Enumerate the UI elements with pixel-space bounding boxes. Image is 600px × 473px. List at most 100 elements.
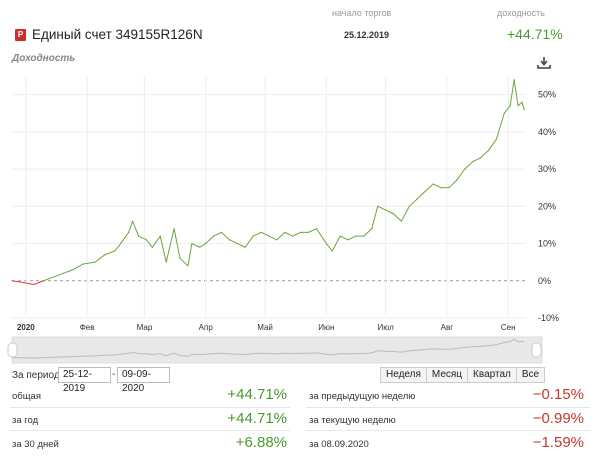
section-title: Доходность	[12, 53, 76, 64]
stat-30days-value: +6.88%	[235, 434, 287, 451]
data-point	[165, 261, 167, 263]
data-point	[236, 242, 238, 245]
stat-prev-week-label: за предыдущую неделю	[309, 391, 416, 402]
data-point	[72, 269, 74, 271]
data-point	[213, 235, 215, 237]
data-point	[260, 231, 262, 233]
series-segment	[23, 282, 34, 285]
data-point	[315, 228, 318, 230]
y-tick-label: 50%	[538, 90, 556, 100]
stat-prev-week-value: −0.15%	[532, 386, 584, 403]
y-tick-label: 0%	[538, 276, 551, 286]
series-segment	[138, 235, 147, 241]
range-button-group: Неделя Месяц Квартал Все	[380, 367, 546, 383]
data-point	[179, 257, 181, 260]
data-point	[448, 187, 450, 189]
series-segment	[316, 228, 327, 244]
data-point	[509, 105, 511, 107]
data-point	[479, 157, 482, 159]
series-segment	[292, 231, 301, 237]
series-segment	[371, 206, 379, 229]
data-point	[408, 205, 410, 207]
series-segment	[495, 113, 505, 140]
data-point	[307, 231, 310, 233]
data-point	[145, 239, 148, 241]
date-from-input[interactable]: 25-12-2019	[58, 367, 111, 394]
series-segment	[191, 243, 201, 248]
x-tick-label: Мар	[137, 323, 153, 332]
series-segment	[416, 191, 426, 200]
series-segment	[385, 209, 394, 215]
series-segment	[456, 168, 466, 181]
stat-30days-label: за 30 дней	[12, 439, 59, 450]
data-point	[392, 213, 395, 215]
stats-divider	[306, 407, 590, 408]
total-yield: +44.71%	[507, 26, 563, 42]
series-segment	[187, 243, 193, 266]
range-week-button[interactable]: Неделя	[380, 367, 427, 383]
data-point	[128, 231, 130, 233]
stats-divider	[10, 430, 290, 431]
series-segment	[464, 161, 473, 170]
data-point	[371, 228, 373, 230]
data-point	[11, 280, 13, 282]
navigator-track	[11, 336, 543, 364]
start-date-column-label: начало торгов	[332, 8, 392, 18]
data-point	[205, 242, 207, 245]
data-point	[228, 239, 231, 241]
data-point	[300, 231, 302, 233]
data-point	[82, 263, 84, 265]
data-point	[432, 183, 434, 185]
data-point	[191, 242, 193, 245]
series-segment	[503, 105, 511, 114]
series-segment	[94, 254, 106, 263]
date-separator: -	[112, 369, 116, 380]
series-segment	[73, 263, 84, 271]
series-segment	[424, 183, 434, 192]
stat-total-value: +44.71%	[227, 386, 287, 403]
data-point	[517, 105, 519, 107]
y-tick-label: 30%	[538, 164, 556, 174]
data-point	[220, 231, 223, 233]
data-point	[400, 220, 403, 222]
navigator-handle-right[interactable]	[531, 342, 542, 358]
series-segment	[179, 258, 189, 267]
data-point	[523, 108, 525, 111]
data-point	[199, 246, 201, 248]
series-segment	[244, 235, 254, 248]
series-segment	[252, 231, 262, 237]
series-segment	[521, 101, 525, 110]
data-point	[94, 261, 96, 263]
data-point	[385, 209, 387, 211]
data-point	[52, 276, 55, 278]
data-point	[416, 198, 418, 200]
data-point	[347, 239, 349, 241]
data-point	[284, 231, 286, 233]
series-segment	[448, 179, 458, 189]
account-name: Единый счет 349155R126N	[32, 27, 203, 42]
x-tick-label: Июл	[378, 323, 395, 332]
data-point	[363, 235, 365, 237]
date-to-input[interactable]: 09-09-2020	[117, 367, 170, 394]
series-segment	[308, 228, 317, 233]
series-segment	[173, 228, 181, 259]
navigator-handle-left[interactable]	[7, 342, 18, 358]
data-point	[33, 283, 35, 286]
period-label: За период:	[12, 370, 63, 381]
series-segment	[509, 79, 515, 106]
download-button[interactable]	[536, 56, 552, 70]
series-segment	[213, 231, 222, 237]
series-segment	[276, 232, 286, 241]
range-all-button[interactable]: Все	[515, 367, 546, 383]
data-point	[23, 282, 25, 284]
data-point	[131, 220, 134, 222]
range-quarter-button[interactable]: Квартал	[467, 367, 517, 383]
yield-chart[interactable]: -10% 0% 10% 20% 30% 40% 50% 2020 Фев Мар Апр Май Июн…	[0, 68, 600, 364]
data-point	[292, 235, 294, 237]
range-month-button[interactable]: Месяц	[425, 367, 469, 383]
data-point	[43, 280, 45, 282]
y-tick-label: 40%	[538, 127, 556, 137]
series-segment	[132, 221, 139, 237]
series-segment	[409, 198, 418, 207]
